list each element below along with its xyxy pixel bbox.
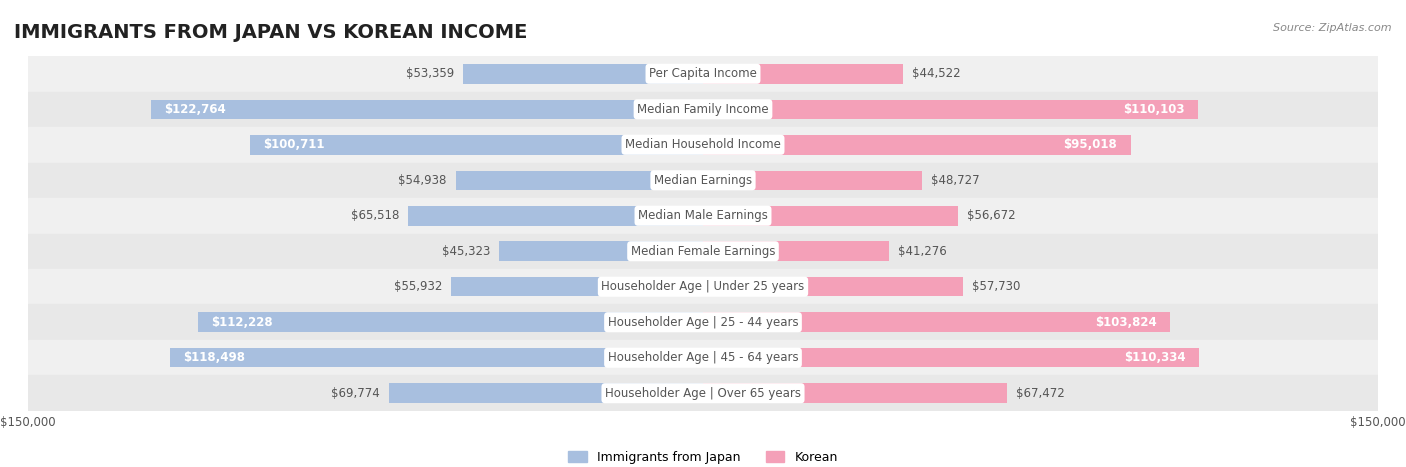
Bar [456,170,703,190]
Text: $112,228: $112,228 [211,316,273,329]
Text: Source: ZipAtlas.com: Source: ZipAtlas.com [1274,23,1392,33]
Bar [703,312,1170,332]
Text: $100,711: $100,711 [263,138,325,151]
Text: $69,774: $69,774 [332,387,380,400]
Bar [28,163,1378,198]
Bar [703,99,1198,119]
Text: $95,018: $95,018 [1063,138,1116,151]
Text: Householder Age | 45 - 64 years: Householder Age | 45 - 64 years [607,351,799,364]
Text: Median Household Income: Median Household Income [626,138,780,151]
Bar [150,99,703,119]
Text: $110,103: $110,103 [1123,103,1185,116]
Text: $54,938: $54,938 [398,174,447,187]
Bar [389,383,703,403]
Bar [703,348,1199,368]
Bar [28,56,1378,92]
Bar [451,277,703,297]
Bar [499,241,703,261]
Text: IMMIGRANTS FROM JAPAN VS KOREAN INCOME: IMMIGRANTS FROM JAPAN VS KOREAN INCOME [14,23,527,42]
Text: $118,498: $118,498 [183,351,246,364]
Bar [28,198,1378,234]
Text: Per Capita Income: Per Capita Income [650,67,756,80]
Bar [28,340,1378,375]
Bar [250,135,703,155]
Text: $48,727: $48,727 [931,174,980,187]
Bar [28,127,1378,163]
Bar [703,170,922,190]
Text: Median Female Earnings: Median Female Earnings [631,245,775,258]
Text: Householder Age | Under 25 years: Householder Age | Under 25 years [602,280,804,293]
Text: Median Earnings: Median Earnings [654,174,752,187]
Legend: Immigrants from Japan, Korean: Immigrants from Japan, Korean [564,446,842,467]
Text: Householder Age | 25 - 44 years: Householder Age | 25 - 44 years [607,316,799,329]
Bar [703,383,1007,403]
Bar [703,64,903,84]
Bar [703,135,1130,155]
Text: Householder Age | Over 65 years: Householder Age | Over 65 years [605,387,801,400]
Bar [408,206,703,226]
Text: $122,764: $122,764 [165,103,226,116]
Text: $44,522: $44,522 [912,67,960,80]
Text: $45,323: $45,323 [441,245,491,258]
Bar [28,92,1378,127]
Bar [198,312,703,332]
Bar [703,241,889,261]
Bar [28,304,1378,340]
Text: $56,672: $56,672 [967,209,1015,222]
Text: $41,276: $41,276 [897,245,946,258]
Text: $110,334: $110,334 [1125,351,1185,364]
Text: Median Male Earnings: Median Male Earnings [638,209,768,222]
Bar [170,348,703,368]
Bar [28,234,1378,269]
Text: $53,359: $53,359 [406,67,454,80]
Text: $55,932: $55,932 [394,280,443,293]
Bar [463,64,703,84]
Bar [703,277,963,297]
Bar [28,375,1378,411]
Text: $65,518: $65,518 [352,209,399,222]
Text: $103,824: $103,824 [1095,316,1157,329]
Bar [703,206,957,226]
Bar [28,269,1378,304]
Text: $67,472: $67,472 [1015,387,1064,400]
Text: $57,730: $57,730 [972,280,1021,293]
Text: Median Family Income: Median Family Income [637,103,769,116]
